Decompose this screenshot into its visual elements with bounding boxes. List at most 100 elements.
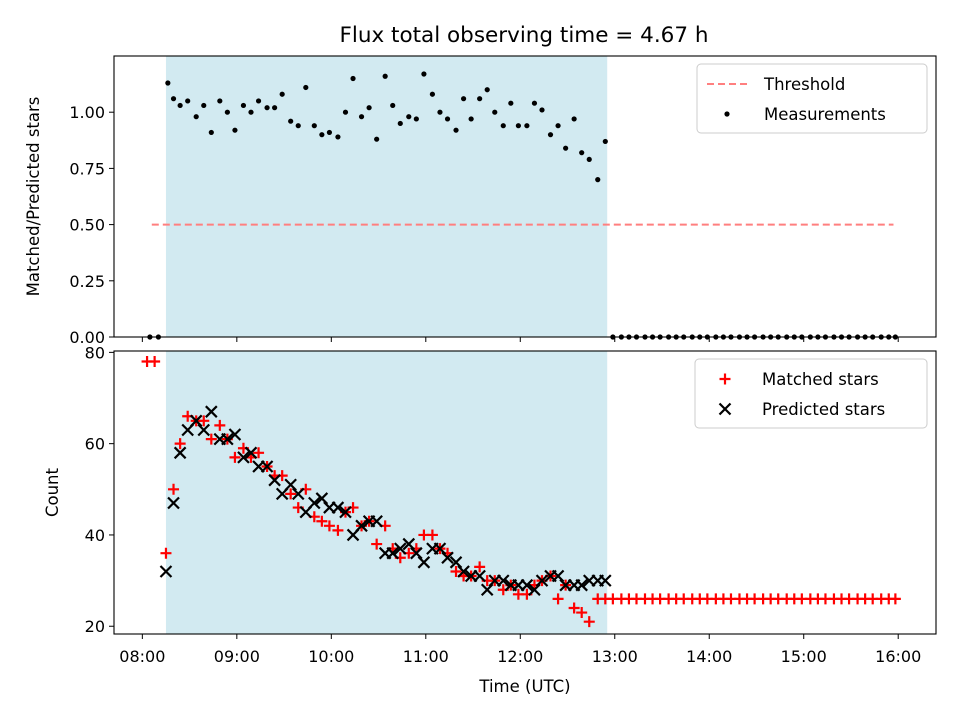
data-point [173, 446, 187, 460]
data-point [568, 602, 580, 614]
y-tick-label: 0.25 [69, 272, 105, 291]
data-point [413, 116, 419, 122]
data-point [417, 556, 431, 569]
data-point [433, 542, 447, 555]
data-point [279, 91, 285, 97]
data-point [575, 578, 588, 592]
y-tick-label: 40 [85, 526, 105, 545]
x-tick-label: 15:00 [781, 647, 827, 666]
axes-frame [113, 55, 937, 338]
series-matched-stars [141, 355, 901, 628]
data-point [547, 132, 554, 138]
x-tick-label: 09:00 [214, 647, 260, 666]
legend-threshold-label: Threshold [763, 75, 845, 94]
data-point [214, 419, 226, 431]
y-tick-label: 1.00 [69, 103, 105, 122]
data-point [426, 529, 438, 541]
data-point [331, 501, 345, 514]
data-point [370, 514, 383, 528]
x-tick-label: 16:00 [875, 647, 921, 666]
data-point [244, 446, 258, 460]
legend: Matched stars Predicted stars [694, 358, 928, 429]
data-point [595, 177, 601, 183]
data-point [316, 515, 328, 527]
data-point [285, 488, 297, 500]
data-point [177, 102, 183, 109]
y-tick-label: 0.00 [69, 328, 105, 347]
data-point [339, 505, 352, 519]
data-point [444, 116, 451, 122]
data-point [160, 547, 172, 559]
data-point [528, 583, 541, 597]
data-point [228, 428, 242, 441]
data-point [441, 551, 454, 565]
data-point [366, 105, 372, 111]
data-point [453, 127, 459, 133]
data-point [374, 136, 380, 142]
chart-title: Flux total observing time = 4.67 h [340, 23, 709, 48]
data-point [311, 123, 317, 129]
x-tick-label: 08:00 [119, 647, 165, 666]
data-point [149, 355, 161, 367]
data-point [371, 538, 383, 550]
y-tick-label: 80 [85, 343, 105, 362]
data-point [473, 569, 486, 583]
data-point [295, 123, 301, 129]
data-point [319, 132, 325, 138]
data-point [303, 84, 309, 91]
data-point [335, 134, 341, 140]
data-point [602, 138, 608, 145]
data-point [889, 593, 901, 605]
observing-interval-shade [165, 351, 608, 634]
data-point [264, 105, 270, 111]
data-point [201, 102, 207, 109]
data-point [167, 496, 180, 510]
data-point [429, 91, 436, 97]
data-point [457, 565, 470, 578]
data-point [272, 105, 278, 111]
data-point [576, 607, 588, 619]
legend-matched-stars-swatch [719, 373, 731, 385]
data-point [185, 98, 191, 104]
data-point [386, 546, 400, 560]
legend-box [694, 358, 928, 429]
data-point [221, 432, 234, 446]
data-point [205, 433, 217, 445]
data-point [323, 520, 335, 532]
data-point [355, 519, 368, 533]
legend-measurements-swatch [724, 111, 730, 117]
data-point [232, 127, 238, 133]
data-point [450, 565, 462, 577]
data-point [350, 75, 356, 82]
data-point [402, 537, 416, 551]
data-point [193, 114, 199, 120]
data-point [421, 71, 427, 77]
data-point [410, 546, 423, 560]
data-point [406, 114, 412, 120]
data-point [248, 109, 254, 115]
data-point [394, 542, 407, 555]
axes-frame [113, 350, 937, 635]
data-point [174, 438, 186, 450]
data-point [492, 109, 498, 115]
data-point [229, 451, 241, 463]
data-point [237, 451, 250, 464]
data-point [326, 129, 333, 136]
data-point [555, 123, 561, 129]
legend-predicted-stars-swatch [718, 402, 732, 416]
y-axis-label: Matched/Predicted stars [24, 97, 43, 297]
x-tick-label: 11:00 [403, 647, 449, 666]
legend-measurements-label: Measurements [764, 105, 886, 124]
legend-box [696, 63, 928, 134]
data-point [552, 593, 564, 605]
data-point [253, 447, 265, 459]
data-point [198, 415, 210, 427]
data-point [520, 578, 534, 592]
series-predicted-stars [159, 405, 612, 597]
data-point [563, 145, 569, 151]
legend-predicted-stars-label: Predicted stars [762, 400, 885, 419]
legend: Threshold Measurements [696, 63, 928, 134]
data-point [205, 405, 218, 418]
ratio-panel: 0.00 0.25 0.50 0.75 1.00 Matched/Predicted st… [24, 55, 937, 347]
